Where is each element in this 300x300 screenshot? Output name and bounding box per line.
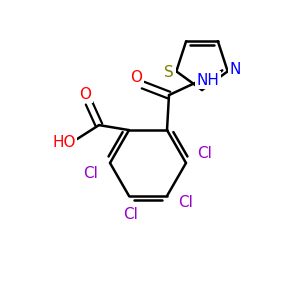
Text: N: N bbox=[230, 62, 242, 77]
Text: HO: HO bbox=[52, 135, 76, 150]
Text: S: S bbox=[164, 65, 174, 80]
Text: NH: NH bbox=[196, 73, 219, 88]
Text: Cl: Cl bbox=[84, 166, 98, 181]
Text: Cl: Cl bbox=[178, 195, 194, 210]
Text: O: O bbox=[130, 70, 142, 85]
Text: O: O bbox=[79, 87, 91, 102]
Text: Cl: Cl bbox=[124, 207, 138, 222]
Text: Cl: Cl bbox=[198, 146, 212, 161]
